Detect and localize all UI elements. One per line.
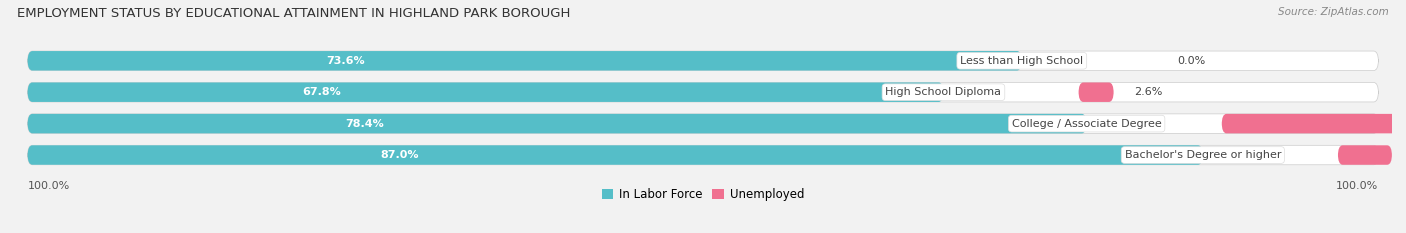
Text: 78.4%: 78.4% bbox=[346, 119, 384, 129]
Text: Less than High School: Less than High School bbox=[960, 56, 1084, 66]
Text: 100.0%: 100.0% bbox=[28, 181, 70, 191]
Text: Bachelor's Degree or higher: Bachelor's Degree or higher bbox=[1125, 150, 1281, 160]
FancyBboxPatch shape bbox=[1078, 82, 1114, 102]
FancyBboxPatch shape bbox=[28, 51, 1378, 71]
FancyBboxPatch shape bbox=[28, 51, 1022, 71]
FancyBboxPatch shape bbox=[28, 82, 943, 102]
Text: 73.6%: 73.6% bbox=[326, 56, 364, 66]
FancyBboxPatch shape bbox=[1339, 145, 1392, 165]
FancyBboxPatch shape bbox=[28, 114, 1378, 133]
Text: 0.0%: 0.0% bbox=[1177, 56, 1205, 66]
Text: High School Diploma: High School Diploma bbox=[886, 87, 1001, 97]
Text: EMPLOYMENT STATUS BY EDUCATIONAL ATTAINMENT IN HIGHLAND PARK BOROUGH: EMPLOYMENT STATUS BY EDUCATIONAL ATTAINM… bbox=[17, 7, 571, 20]
Text: 87.0%: 87.0% bbox=[380, 150, 419, 160]
Text: Source: ZipAtlas.com: Source: ZipAtlas.com bbox=[1278, 7, 1389, 17]
FancyBboxPatch shape bbox=[28, 145, 1378, 165]
Legend: In Labor Force, Unemployed: In Labor Force, Unemployed bbox=[602, 188, 804, 201]
Text: College / Associate Degree: College / Associate Degree bbox=[1012, 119, 1161, 129]
FancyBboxPatch shape bbox=[28, 145, 1202, 165]
Text: 2.6%: 2.6% bbox=[1133, 87, 1163, 97]
Text: 100.0%: 100.0% bbox=[1336, 181, 1378, 191]
FancyBboxPatch shape bbox=[28, 114, 1087, 133]
FancyBboxPatch shape bbox=[1222, 114, 1398, 133]
Text: 67.8%: 67.8% bbox=[302, 87, 342, 97]
FancyBboxPatch shape bbox=[28, 82, 1378, 102]
